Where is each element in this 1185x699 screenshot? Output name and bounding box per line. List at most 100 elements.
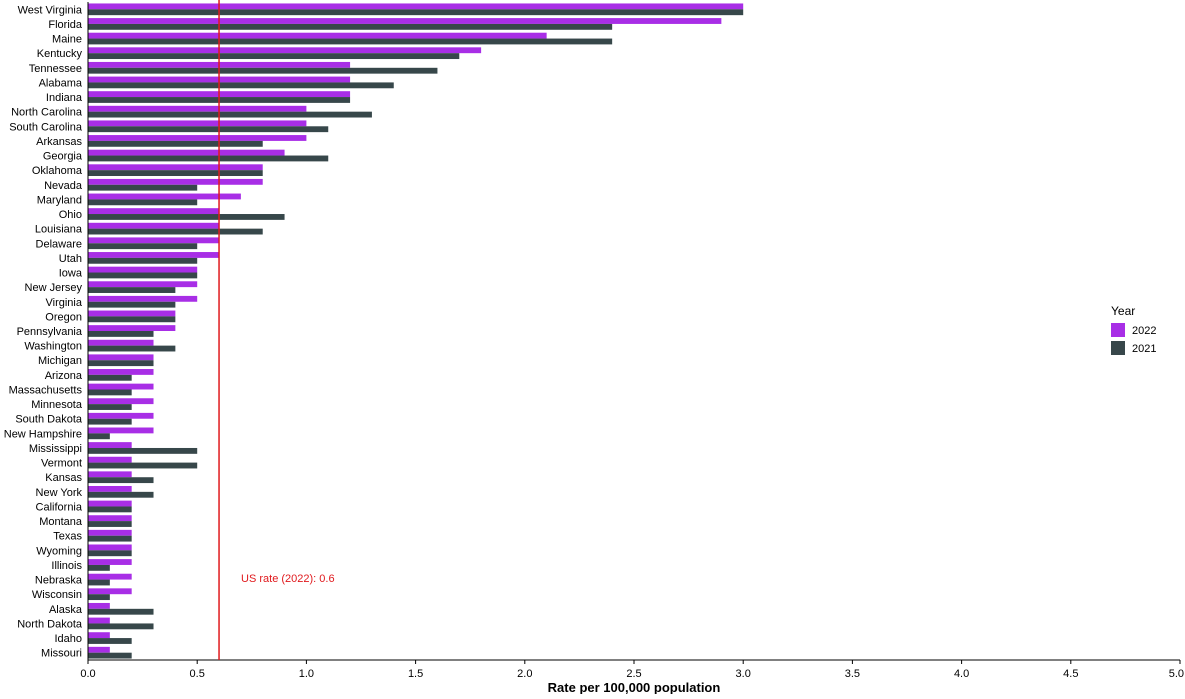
bar-2021-south-carolina (88, 126, 329, 133)
bar-2021-mississippi (88, 447, 198, 454)
bar-2021-louisiana (88, 228, 263, 235)
category-label: Idaho (54, 633, 82, 645)
bar-2022-washington (88, 339, 154, 346)
category-label: Missouri (41, 648, 82, 660)
category-label: Oklahoma (32, 165, 83, 177)
x-tick-label: 2.5 (626, 668, 641, 680)
legend-swatch-2021 (1111, 341, 1125, 355)
category-label: Minnesota (31, 399, 83, 411)
bar-2022-texas (88, 529, 132, 536)
category-label: West Virginia (18, 4, 83, 16)
category-label: Nevada (44, 180, 83, 192)
bar-2022-florida (88, 18, 722, 24)
bar-2022-new-york (88, 485, 132, 492)
category-label: Massachusetts (9, 384, 83, 396)
bar-2021-arkansas (88, 140, 263, 147)
bar-2021-west-virginia (88, 9, 744, 16)
legend-label-2022: 2022 (1132, 325, 1156, 337)
bar-2021-nevada (88, 184, 198, 191)
bar-2021-ohio (88, 214, 285, 220)
bar-2022-louisiana (88, 222, 220, 229)
category-label: Indiana (46, 92, 83, 104)
legend-label-2021: 2021 (1132, 343, 1156, 355)
bar-2021-oregon (88, 316, 176, 323)
bar-2022-ohio (88, 208, 220, 215)
bar-2021-nebraska (88, 579, 110, 586)
bar-2021-new-hampshire (88, 433, 110, 440)
category-label: Georgia (43, 151, 83, 163)
category-label: New Hampshire (4, 428, 82, 440)
category-label: Pennsylvania (17, 326, 83, 338)
category-label: Maryland (37, 194, 82, 206)
bar-2022-montana (88, 515, 132, 522)
bar-2022-north-carolina (88, 105, 307, 112)
x-tick-label: 3.5 (845, 668, 860, 680)
bar-2021-kansas (88, 477, 154, 484)
bar-2022-maryland (88, 193, 241, 200)
bar-2022-alaska (88, 602, 110, 609)
bar-2022-georgia (88, 149, 285, 156)
bar-2021-florida (88, 23, 613, 30)
bar-2022-pennsylvania (88, 325, 176, 331)
bar-2022-delaware (88, 237, 220, 244)
category-label: Florida (48, 19, 83, 31)
category-label: Delaware (36, 238, 82, 250)
bar-2022-illinois (88, 559, 132, 565)
bar-2022-massachusetts (88, 383, 154, 390)
bar-2021-south-dakota (88, 418, 132, 425)
x-tick-label: 5.0 (1169, 668, 1184, 680)
x-axis-label: Rate per 100,000 population (548, 680, 721, 694)
bar-2022-virginia (88, 295, 198, 302)
bar-2021-vermont (88, 462, 198, 469)
bar-2021-wisconsin (88, 594, 110, 601)
category-label: Alabama (39, 77, 83, 89)
bar-2021-north-dakota (88, 623, 154, 630)
bar-2022-wyoming (88, 544, 132, 551)
category-label: Tennessee (29, 63, 82, 75)
bar-2022-oregon (88, 310, 176, 317)
bar-2022-wisconsin (88, 588, 132, 595)
bars-group (88, 3, 744, 659)
x-ticks: 0.0 0.5 1.0 1.5 2.0 2.5 3.0 3.5 4.0 4.5 5.0 (80, 660, 1184, 680)
bar-2021-arizona (88, 374, 132, 381)
category-label: Texas (53, 531, 82, 543)
category-label: Nebraska (35, 575, 83, 587)
category-label: South Carolina (9, 121, 83, 133)
bar-2022-nebraska (88, 573, 132, 580)
bar-2022-oklahoma (88, 164, 263, 171)
bar-2021-delaware (88, 243, 198, 250)
bar-2021-utah (88, 257, 198, 264)
bar-2021-new-jersey (88, 287, 176, 293)
category-label: Ohio (59, 209, 82, 221)
x-tick-label: 4.0 (954, 668, 969, 680)
category-label: Alaska (49, 604, 83, 616)
category-label: North Dakota (17, 618, 83, 630)
bar-2021-texas (88, 535, 132, 542)
category-label: Louisiana (35, 224, 83, 236)
category-label: Vermont (41, 458, 82, 470)
x-tick-label: 3.0 (736, 668, 751, 680)
category-label: Virginia (46, 297, 83, 309)
category-label: Wyoming (36, 545, 82, 557)
bar-2022-california (88, 500, 132, 507)
bar-2022-nevada (88, 178, 263, 185)
bar-2021-massachusetts (88, 389, 132, 396)
bar-2022-minnesota (88, 398, 154, 405)
bar-2021-montana (88, 521, 132, 527)
category-label: Kansas (45, 472, 82, 484)
x-tick-label: 4.5 (1063, 668, 1078, 680)
bar-2021-north-carolina (88, 111, 372, 118)
bar-2021-missouri (88, 652, 132, 659)
category-label: South Dakota (15, 414, 83, 426)
legend-swatch-2022 (1111, 323, 1125, 337)
bar-2022-vermont (88, 456, 132, 463)
bar-2022-utah (88, 252, 220, 258)
bar-2021-new-york (88, 491, 154, 498)
category-label: Michigan (38, 355, 82, 367)
category-label: New York (36, 487, 83, 499)
bar-2021-maryland (88, 199, 198, 206)
x-tick-label: 2.0 (517, 668, 532, 680)
bar-2021-idaho (88, 638, 132, 644)
